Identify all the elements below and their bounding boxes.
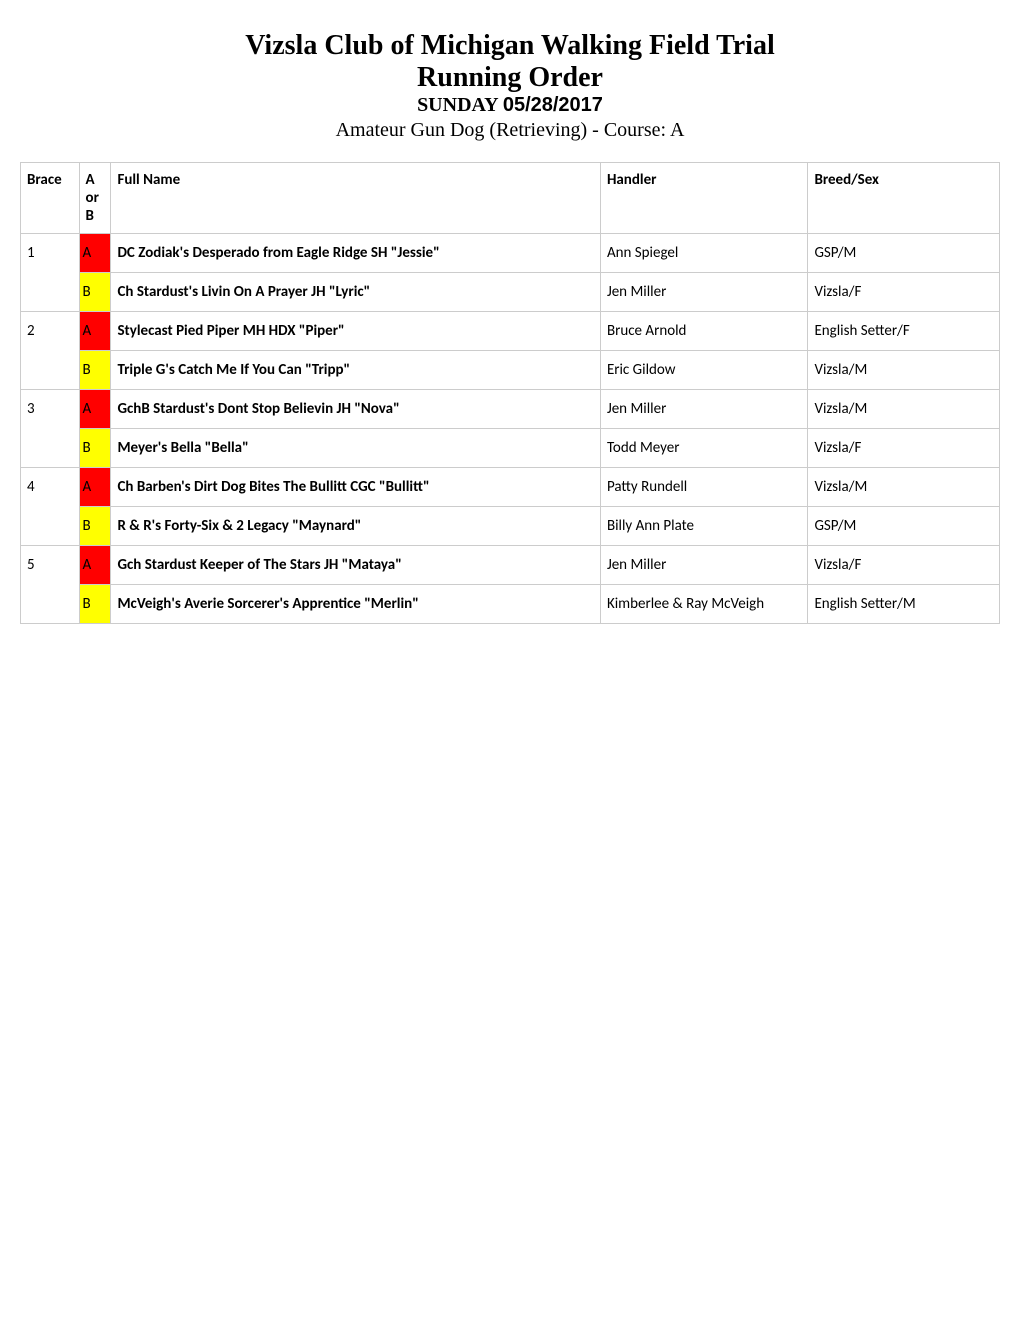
ab-cell-a: A bbox=[79, 546, 111, 585]
ab-cell-b: B bbox=[79, 507, 111, 546]
full-name-cell: Gch Stardust Keeper of The Stars JH "Mat… bbox=[111, 546, 601, 585]
table-row: 3 A GchB Stardust's Dont Stop Believin J… bbox=[21, 390, 1000, 429]
handler-cell: Eric Gildow bbox=[600, 351, 808, 390]
breed-sex-cell: GSP/M bbox=[808, 507, 1000, 546]
brace-number: 1 bbox=[21, 234, 80, 312]
date-value: 05/28/2017 bbox=[503, 94, 603, 116]
header-brace: Brace bbox=[21, 163, 80, 234]
ab-cell-a: A bbox=[79, 390, 111, 429]
full-name-cell: R & R's Forty-Six & 2 Legacy "Maynard" bbox=[111, 507, 601, 546]
full-name-cell: Ch Stardust's Livin On A Prayer JH "Lyri… bbox=[111, 273, 601, 312]
ab-cell-a: A bbox=[79, 468, 111, 507]
header-breed-sex: Breed/Sex bbox=[808, 163, 1000, 234]
date-line: SUNDAY 05/28/2017 bbox=[20, 94, 1000, 117]
handler-cell: Ann Spiegel bbox=[600, 234, 808, 273]
breed-sex-cell: Vizsla/M bbox=[808, 351, 1000, 390]
table-row: 2 A Stylecast Pied Piper MH HDX "Piper" … bbox=[21, 312, 1000, 351]
breed-sex-cell: Vizsla/M bbox=[808, 390, 1000, 429]
full-name-cell: DC Zodiak's Desperado from Eagle Ridge S… bbox=[111, 234, 601, 273]
handler-cell: Jen Miller bbox=[600, 546, 808, 585]
title-line-1: Vizsla Club of Michigan Walking Field Tr… bbox=[20, 30, 1000, 62]
breed-sex-cell: Vizsla/F bbox=[808, 273, 1000, 312]
brace-number: 4 bbox=[21, 468, 80, 546]
table-row: B Triple G's Catch Me If You Can "Tripp"… bbox=[21, 351, 1000, 390]
breed-sex-cell: English Setter/F bbox=[808, 312, 1000, 351]
breed-sex-cell: GSP/M bbox=[808, 234, 1000, 273]
breed-sex-cell: Vizsla/F bbox=[808, 546, 1000, 585]
table-row: B R & R's Forty-Six & 2 Legacy "Maynard"… bbox=[21, 507, 1000, 546]
table-row: 4 A Ch Barben's Dirt Dog Bites The Bulli… bbox=[21, 468, 1000, 507]
handler-cell: Todd Meyer bbox=[600, 429, 808, 468]
breed-sex-cell: Vizsla/F bbox=[808, 429, 1000, 468]
ab-cell-b: B bbox=[79, 585, 111, 624]
handler-cell: Jen Miller bbox=[600, 273, 808, 312]
brace-number: 5 bbox=[21, 546, 80, 624]
document-header: Vizsla Club of Michigan Walking Field Tr… bbox=[20, 30, 1000, 142]
running-order-table: Brace A or B Full Name Handler Breed/Sex… bbox=[20, 162, 1000, 624]
brace-number: 2 bbox=[21, 312, 80, 390]
table-row: B Meyer's Bella "Bella" Todd Meyer Vizsl… bbox=[21, 429, 1000, 468]
table-body: 1 A DC Zodiak's Desperado from Eagle Rid… bbox=[21, 234, 1000, 624]
handler-cell: Kimberlee & Ray McVeigh bbox=[600, 585, 808, 624]
header-full-name: Full Name bbox=[111, 163, 601, 234]
full-name-cell: GchB Stardust's Dont Stop Believin JH "N… bbox=[111, 390, 601, 429]
full-name-cell: Triple G's Catch Me If You Can "Tripp" bbox=[111, 351, 601, 390]
handler-cell: Patty Rundell bbox=[600, 468, 808, 507]
header-handler: Handler bbox=[600, 163, 808, 234]
full-name-cell: Stylecast Pied Piper MH HDX "Piper" bbox=[111, 312, 601, 351]
header-ab: A or B bbox=[79, 163, 111, 234]
breed-sex-cell: English Setter/M bbox=[808, 585, 1000, 624]
table-row: 5 A Gch Stardust Keeper of The Stars JH … bbox=[21, 546, 1000, 585]
table-row: B McVeigh's Averie Sorcerer's Apprentice… bbox=[21, 585, 1000, 624]
ab-cell-a: A bbox=[79, 234, 111, 273]
full-name-cell: Meyer's Bella "Bella" bbox=[111, 429, 601, 468]
full-name-cell: Ch Barben's Dirt Dog Bites The Bullitt C… bbox=[111, 468, 601, 507]
ab-cell-b: B bbox=[79, 351, 111, 390]
table-header-row: Brace A or B Full Name Handler Breed/Sex bbox=[21, 163, 1000, 234]
subtitle: Amateur Gun Dog (Retrieving) - Course: A bbox=[20, 119, 1000, 142]
brace-number: 3 bbox=[21, 390, 80, 468]
breed-sex-cell: Vizsla/M bbox=[808, 468, 1000, 507]
ab-cell-b: B bbox=[79, 273, 111, 312]
handler-cell: Billy Ann Plate bbox=[600, 507, 808, 546]
table-row: B Ch Stardust's Livin On A Prayer JH "Ly… bbox=[21, 273, 1000, 312]
handler-cell: Jen Miller bbox=[600, 390, 808, 429]
table-row: 1 A DC Zodiak's Desperado from Eagle Rid… bbox=[21, 234, 1000, 273]
day-label: SUNDAY bbox=[417, 94, 503, 116]
ab-cell-a: A bbox=[79, 312, 111, 351]
full-name-cell: McVeigh's Averie Sorcerer's Apprentice "… bbox=[111, 585, 601, 624]
title-line-2: Running Order bbox=[20, 62, 1000, 94]
handler-cell: Bruce Arnold bbox=[600, 312, 808, 351]
ab-cell-b: B bbox=[79, 429, 111, 468]
